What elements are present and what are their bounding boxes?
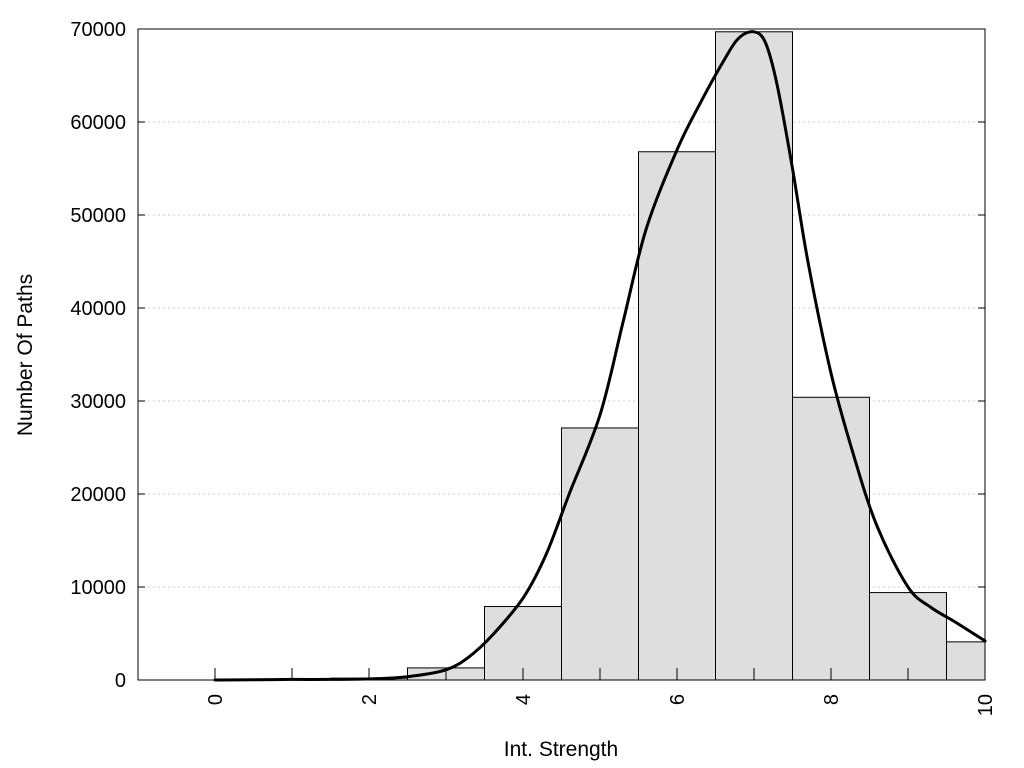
y-tick-label-0: 0 [115,670,126,692]
y-axis-label: Number Of Paths [14,274,37,436]
x-tick-label-0: 0 [205,694,227,705]
plot-frame [137,28,986,681]
y-tick-label-2: 20000 [70,484,126,506]
plot-frame-layer [137,28,986,681]
x-axis-label: Int. Strength [504,738,618,761]
bars-layer [330,31,986,681]
ticks-layer: 0 10000 20000 30000 40000 50000 60000 70000 0 2 4 6… [70,19,997,716]
histogram-bar-6 [638,151,716,681]
x-tick-label-1: 2 [359,694,381,705]
y-tick-label-6: 60000 [70,112,126,134]
y-tick-label-4: 40000 [70,298,126,320]
histogram-bar-4 [484,606,562,681]
x-tick-label-2: 4 [513,694,535,705]
x-tick-label-5: 10 [975,694,997,716]
histogram-bar-10 [946,641,986,681]
y-tick-label-1: 10000 [70,577,126,599]
histogram-bar-7 [715,31,793,681]
y-tick-label-3: 30000 [70,391,126,413]
y-tick-label-5: 50000 [70,205,126,227]
curve-layer [213,30,987,682]
x-tick-label-4: 8 [821,694,843,705]
histogram-bar-5 [561,427,639,681]
histogram-bar-8 [792,396,870,681]
x-tick-label-3: 6 [667,694,689,705]
density-curve [213,30,987,682]
histogram-bar-9 [869,592,947,681]
y-tick-label-7: 70000 [70,19,126,41]
